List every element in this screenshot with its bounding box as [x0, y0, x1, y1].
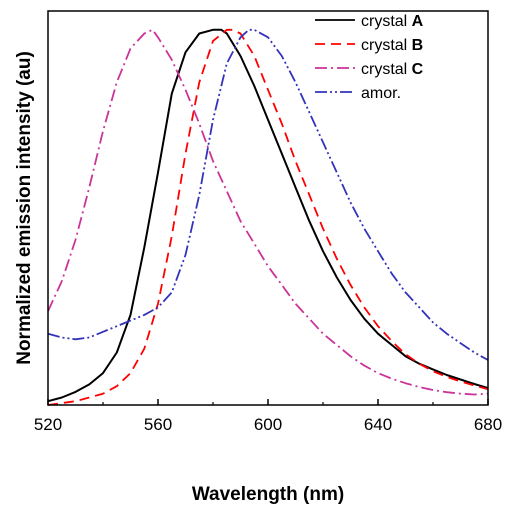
series-line-3 [47, 28, 489, 396]
y-axis-title: Normalized emission intensity (au) [14, 51, 35, 365]
x-tick-label: 680 [474, 415, 502, 434]
x-tick-label: 520 [34, 415, 62, 434]
legend: crystal A crystal B crystal C amor. [315, 13, 424, 102]
x-axis-ticks [47, 399, 489, 405]
series-layer [47, 28, 489, 406]
x-tick-labels: 520 560 600 640 680 [34, 415, 502, 434]
x-tick-label: 560 [144, 415, 172, 434]
x-tick-label: 640 [364, 415, 392, 434]
series-line-4 [47, 28, 489, 361]
legend-label-4: amor. [361, 85, 401, 102]
legend-label-2: crystal B [361, 37, 423, 54]
series-line-2 [47, 28, 489, 406]
legend-label-3: crystal C [361, 61, 424, 78]
x-tick-label: 600 [254, 415, 282, 434]
legend-label-1: crystal A [361, 13, 424, 30]
x-axis-title: Wavelength (nm) [192, 484, 344, 505]
